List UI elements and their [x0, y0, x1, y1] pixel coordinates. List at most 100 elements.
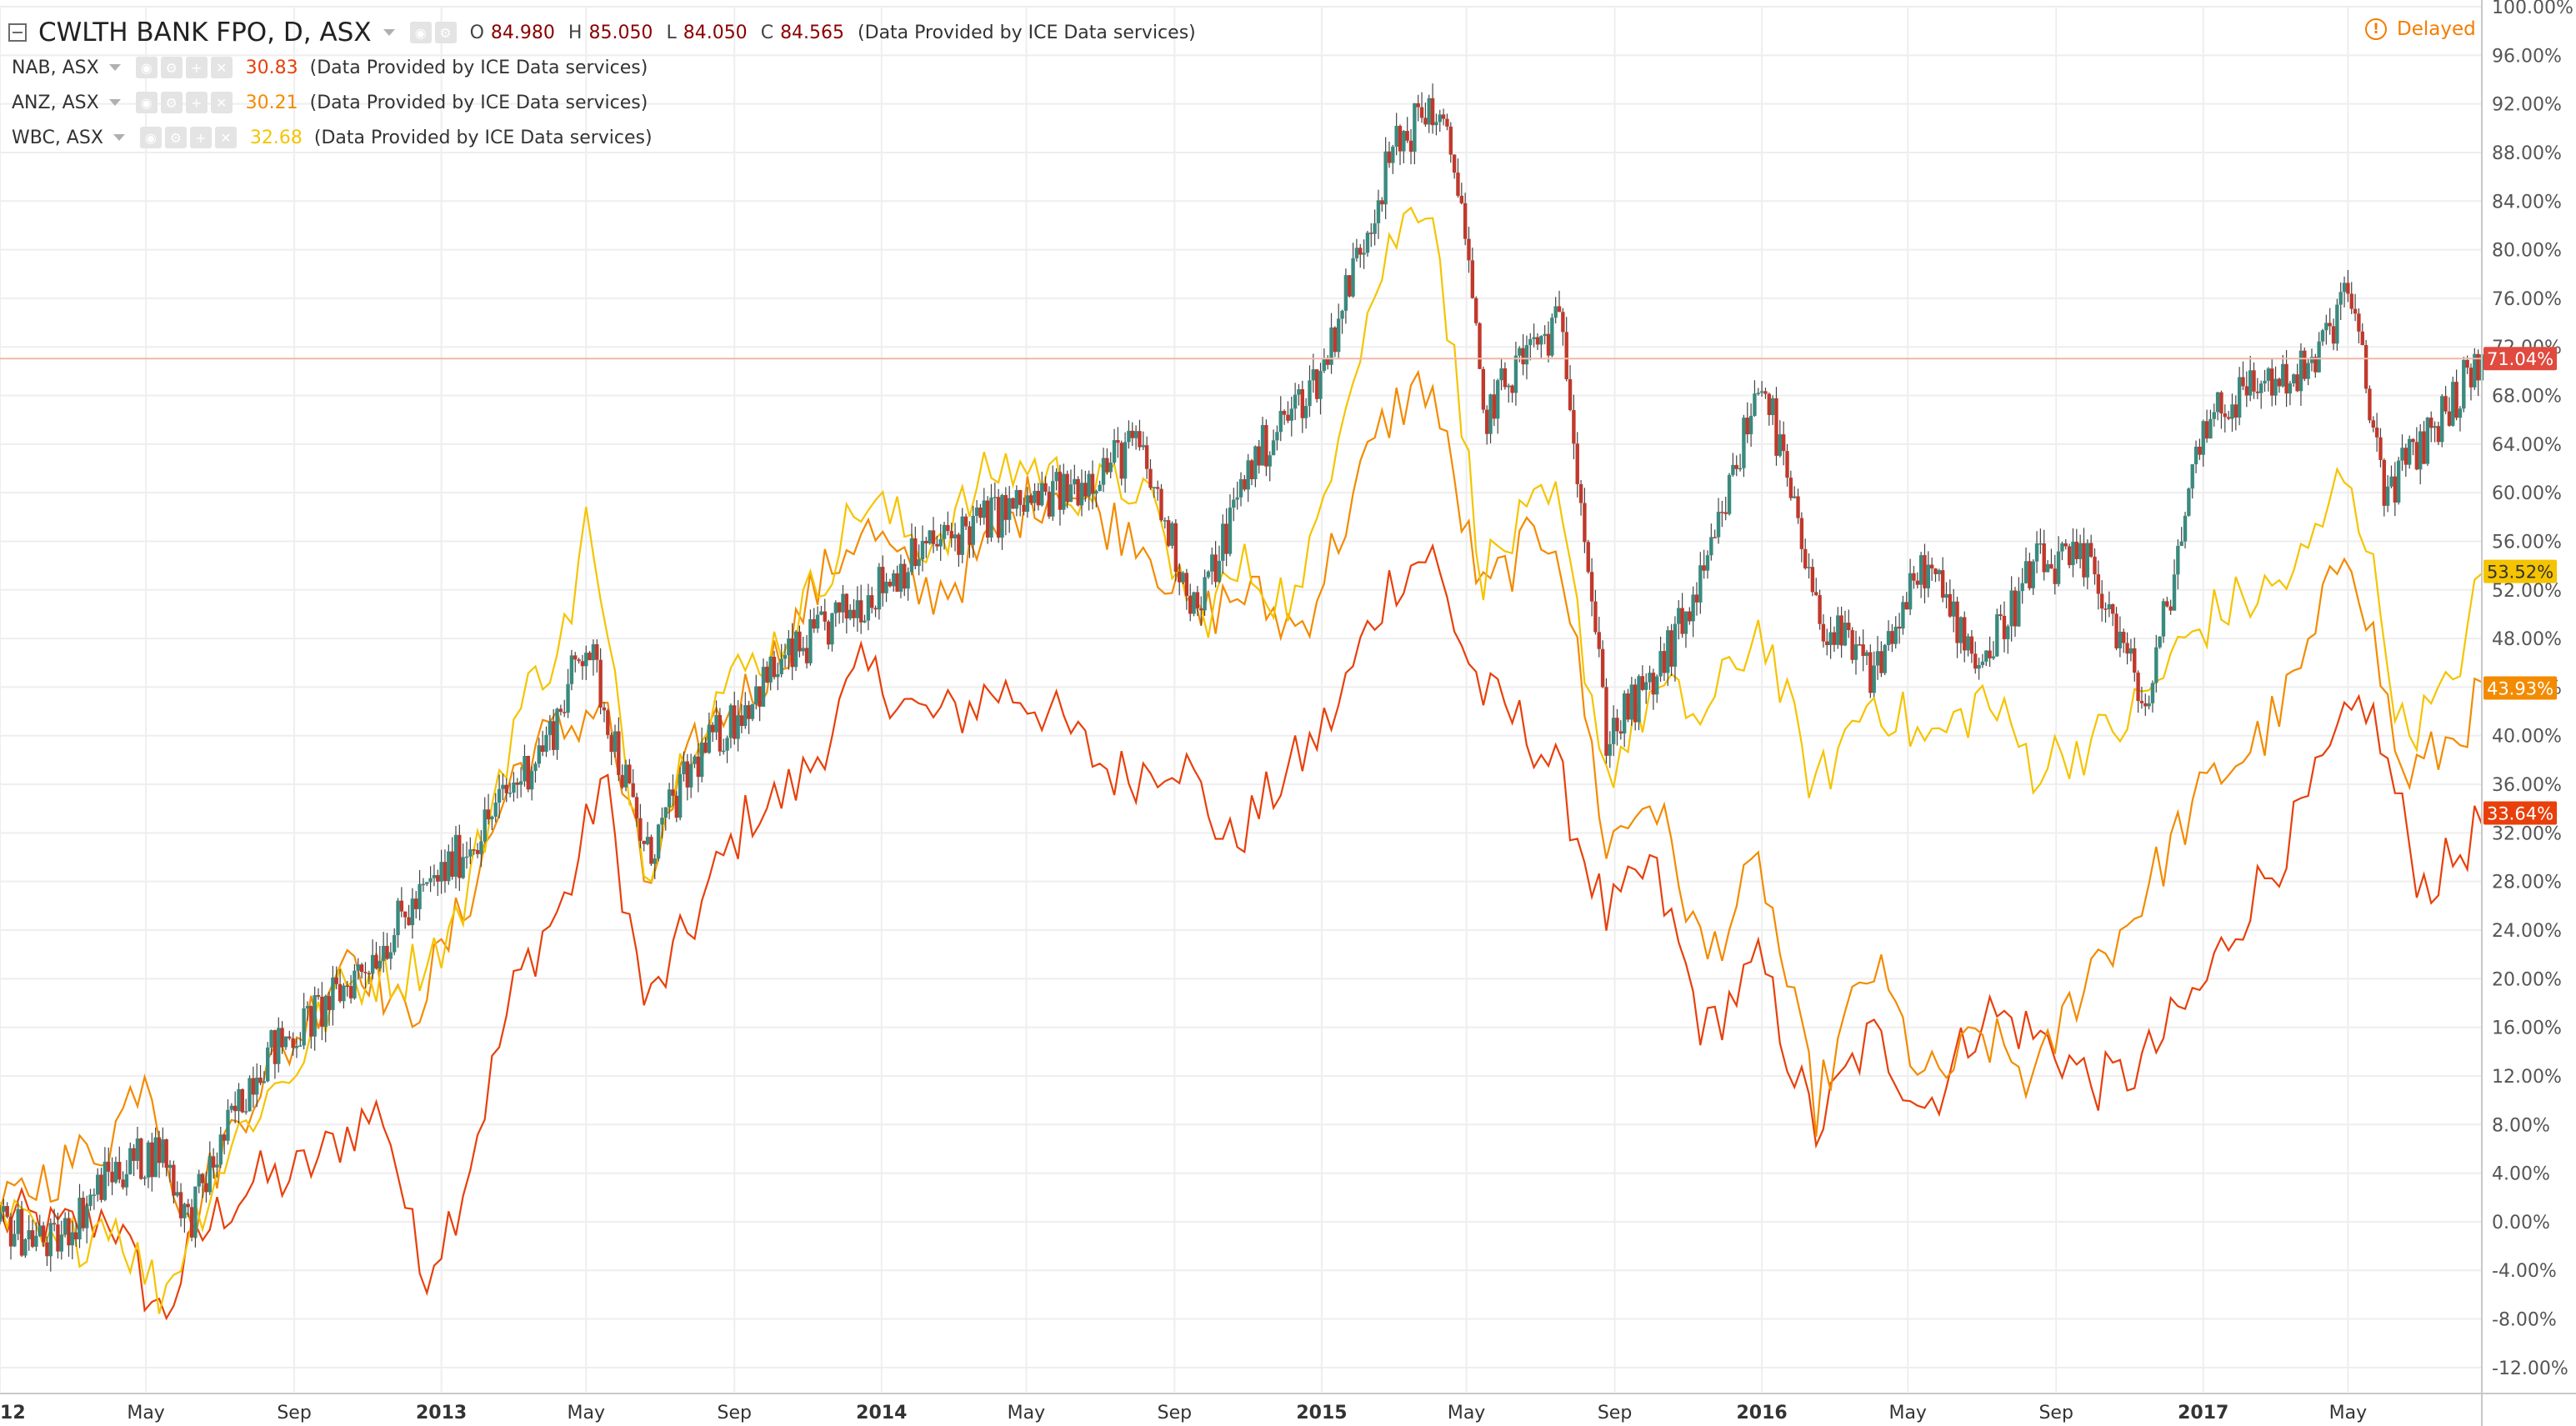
chevron-down-icon[interactable]: [383, 29, 395, 36]
plus-icon[interactable]: +: [185, 92, 208, 113]
eye-icon[interactable]: ◉: [135, 57, 158, 78]
legend-compare-row-nab[interactable]: NAB, ASX ◉ ⚙ + ✕ 30.83 (Data Provided by…: [8, 50, 1196, 85]
x-axis[interactable]: 2012 May Sep 2013 May Sep 2014 May Sep 2015 May Sep…: [0, 1393, 2576, 1423]
candle-body: [540, 745, 545, 753]
symbol-title[interactable]: CWLTH BANK FPO, D, ASX: [38, 18, 372, 48]
candle-body: [1311, 369, 1316, 381]
candle-body: [464, 856, 469, 858]
series-line-wbc: [0, 206, 2483, 1314]
candle-body: [132, 1148, 136, 1161]
chevron-down-icon[interactable]: [113, 134, 125, 141]
series-line-anz: [0, 369, 2483, 1239]
candle-body: [1329, 327, 1333, 365]
chevron-down-icon[interactable]: [108, 99, 121, 106]
gear-icon[interactable]: ⚙: [164, 127, 187, 148]
candle-body: [2009, 590, 2013, 627]
candle-body: [2320, 330, 2325, 342]
candle-body: [548, 721, 553, 735]
candle-body: [1763, 391, 1768, 394]
candle-body: [1593, 601, 1598, 633]
plus-icon[interactable]: +: [185, 57, 208, 78]
candle-body: [1557, 306, 1562, 313]
close-icon[interactable]: ✕: [214, 127, 237, 148]
candle-body: [128, 1148, 133, 1174]
legend-main-row[interactable]: CWLTH BANK FPO, D, ASX ◉ ⚙ O 84.980 H 85…: [8, 15, 1196, 50]
gear-icon[interactable]: ⚙: [160, 57, 183, 78]
candle-body: [2309, 357, 2314, 363]
candle-body: [2002, 615, 2007, 639]
candle-body: [1561, 312, 1565, 333]
candle-body: [1998, 614, 2003, 616]
candle-body: [2371, 420, 2375, 428]
candle-body: [2433, 426, 2437, 428]
candle-body: [353, 970, 357, 998]
compare-title[interactable]: ANZ, ASX: [12, 92, 99, 113]
candle-body: [512, 782, 516, 793]
candle-body: [2204, 421, 2209, 439]
candle-body: [960, 516, 964, 555]
candle-body: [67, 1218, 71, 1246]
candle-body: [2454, 382, 2458, 418]
close-label: C: [760, 22, 774, 43]
candle-body: [793, 631, 798, 668]
eye-icon[interactable]: ◉: [139, 127, 162, 148]
candle-body: [1459, 195, 1464, 203]
candle-body: [2288, 383, 2293, 394]
candle-body: [1105, 458, 1109, 473]
candle-body: [1748, 415, 1753, 435]
candle-body: [1286, 414, 1290, 421]
candle-body: [1759, 391, 1764, 393]
candle-body: [1951, 601, 1956, 617]
y-axis[interactable]: 100.00% 96.00% 92.00% 88.00% 84.00% 80.00% 76.…: [2481, 0, 2573, 1426]
close-icon[interactable]: ✕: [210, 92, 233, 113]
candle-body: [877, 567, 882, 610]
candle-body: [1445, 118, 1449, 127]
candle-body: [1578, 483, 1583, 503]
plus-icon[interactable]: +: [189, 127, 212, 148]
candle-body: [2161, 601, 2166, 637]
collapse-icon[interactable]: [8, 23, 27, 42]
gear-icon[interactable]: ⚙: [434, 22, 457, 43]
candle-body: [2346, 283, 2350, 294]
candle-body: [331, 977, 335, 1010]
candle-body: [1029, 495, 1033, 503]
candle-body: [1264, 425, 1268, 467]
candle-body: [2468, 368, 2473, 388]
low-value: 84.050: [683, 22, 748, 43]
candle-body: [2440, 396, 2444, 443]
candle-body: [1507, 385, 1511, 388]
chevron-down-icon[interactable]: [108, 64, 121, 71]
candle-body: [1351, 258, 1355, 297]
candle-body: [269, 1030, 273, 1048]
candle-body: [1753, 393, 1757, 416]
compare-title[interactable]: NAB, ASX: [12, 57, 99, 78]
candle-body: [1904, 602, 1908, 610]
legend-compare-row-anz[interactable]: ANZ, ASX ◉ ⚙ + ✕ 30.21 (Data Provided by…: [8, 85, 1196, 120]
candle-body: [1007, 498, 1012, 520]
candle-body: [1589, 572, 1594, 602]
candle-body: [765, 667, 769, 683]
delayed-indicator[interactable]: ! Delayed: [2365, 18, 2476, 40]
candle-body: [1611, 718, 1616, 744]
candle-body: [2317, 341, 2321, 373]
candle-body: [161, 1139, 165, 1163]
candle-body: [443, 862, 448, 882]
legend-compare-row-wbc[interactable]: WBC, ASX ◉ ⚙ + ✕ 32.68 (Data Provided by…: [8, 120, 1196, 155]
candle-body: [863, 620, 867, 623]
candle-body: [1322, 358, 1327, 372]
candle-body: [1289, 408, 1293, 421]
legend-main-buttons: ◉ ⚙: [409, 22, 457, 43]
candle-body: [215, 1164, 219, 1168]
candle-body: [935, 543, 939, 547]
candle-body: [837, 602, 842, 613]
eye-icon[interactable]: ◉: [409, 22, 432, 43]
compare-title[interactable]: WBC, ASX: [12, 127, 103, 148]
candle-body: [1260, 425, 1265, 466]
close-icon[interactable]: ✕: [210, 57, 233, 78]
candle-body: [2071, 542, 2075, 566]
eye-icon[interactable]: ◉: [135, 92, 158, 113]
candle-body: [2147, 703, 2151, 707]
gear-icon[interactable]: ⚙: [160, 92, 183, 113]
